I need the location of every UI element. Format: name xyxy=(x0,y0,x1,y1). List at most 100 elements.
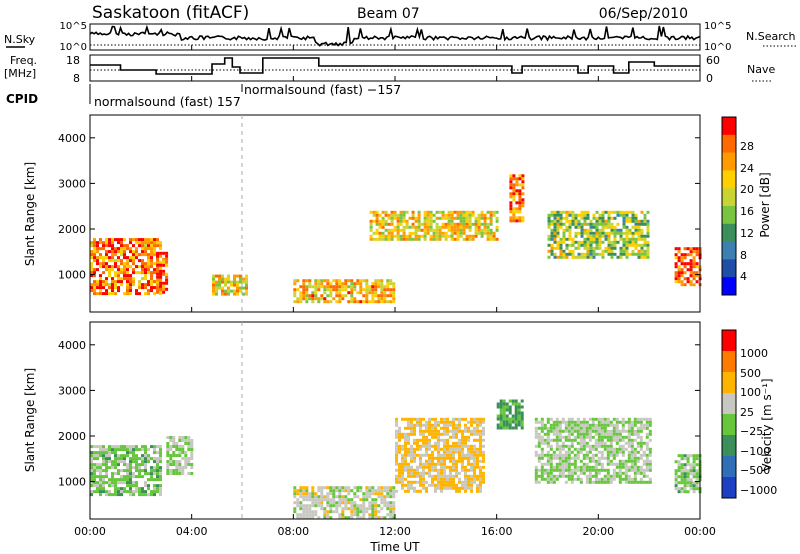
echo-cell xyxy=(398,471,401,475)
echo-cell xyxy=(111,493,114,497)
echo-cell xyxy=(512,177,516,181)
echo-cell xyxy=(386,501,390,505)
echo-cell xyxy=(347,486,351,490)
echo-cell xyxy=(613,243,617,247)
echo-cell xyxy=(686,478,690,482)
echo-cell xyxy=(221,274,224,278)
echo-cell xyxy=(558,468,562,472)
echo-cell xyxy=(242,292,245,296)
echo-cell xyxy=(619,249,623,253)
echo-cell xyxy=(517,405,521,409)
echo-cell xyxy=(353,495,357,499)
echo-cell xyxy=(384,222,388,226)
echo-cell xyxy=(452,453,455,457)
echo-cell xyxy=(389,486,393,490)
echo-cell xyxy=(576,417,580,421)
echo-cell xyxy=(585,432,589,436)
echo-cell xyxy=(517,408,521,412)
echo-cell xyxy=(579,444,583,448)
echo-cell xyxy=(683,262,687,266)
echo-cell xyxy=(90,445,93,449)
echo-cell xyxy=(344,489,348,493)
echo-cell xyxy=(561,456,565,460)
echo-cell xyxy=(630,450,634,454)
echo-cell xyxy=(435,216,439,220)
echo-cell xyxy=(434,489,437,493)
echo-cell xyxy=(561,459,565,463)
echo-cell xyxy=(123,478,126,482)
echo-cell xyxy=(368,300,372,304)
echo-cell xyxy=(692,247,696,251)
echo-cell xyxy=(416,465,419,469)
echo-cell xyxy=(579,423,583,427)
echo-cell xyxy=(588,477,592,481)
echo-cell xyxy=(550,222,554,226)
echo-cell xyxy=(443,483,446,487)
echo-cell xyxy=(453,231,457,235)
echo-cell xyxy=(159,269,163,273)
echo-cell xyxy=(93,484,96,488)
echo-cell xyxy=(561,468,565,472)
echo-cell xyxy=(141,271,144,275)
echo-cell xyxy=(597,423,601,427)
echo-cell xyxy=(550,210,554,214)
echo-cell xyxy=(384,237,388,241)
echo-cell xyxy=(156,490,159,494)
echo-cell xyxy=(640,231,644,235)
echo-cell xyxy=(465,219,469,223)
echo-cell xyxy=(102,241,105,245)
echo-cell xyxy=(105,466,108,470)
echo-cell xyxy=(138,283,141,287)
echo-cell xyxy=(577,246,581,250)
echo-cell xyxy=(90,481,93,485)
echo-cell xyxy=(637,249,641,253)
echo-cell xyxy=(375,222,379,226)
echo-cell xyxy=(302,492,306,496)
echo-cell xyxy=(552,426,556,430)
echo-cell xyxy=(181,469,185,472)
echo-cell xyxy=(126,463,129,467)
echo-cell xyxy=(518,207,522,211)
echo-cell xyxy=(224,292,227,296)
echo-cell xyxy=(573,468,577,472)
echo-cell xyxy=(144,457,147,461)
echo-cell xyxy=(562,222,566,226)
echo-cell xyxy=(413,459,416,463)
echo-cell xyxy=(640,219,644,223)
echo-cell xyxy=(534,453,538,457)
echo-cell xyxy=(353,510,357,514)
echo-cell xyxy=(335,507,339,511)
echo-cell xyxy=(695,463,699,467)
echo-cell xyxy=(450,222,454,226)
colorbar-swatch xyxy=(722,330,736,352)
echo-cell xyxy=(558,435,562,439)
echo-cell xyxy=(624,471,628,475)
echo-cell xyxy=(375,219,379,223)
echo-cell xyxy=(438,210,442,214)
echo-cell xyxy=(341,294,345,298)
echo-cell xyxy=(674,475,678,479)
echo-cell xyxy=(502,423,506,427)
echo-cell xyxy=(456,216,460,220)
echo-cell xyxy=(443,486,446,490)
echo-cell xyxy=(446,447,449,451)
echo-cell xyxy=(105,268,108,272)
echo-cell xyxy=(640,255,644,259)
echo-cell xyxy=(564,474,568,478)
echo-cell xyxy=(175,448,179,451)
echo-cell xyxy=(181,448,185,451)
echo-cell xyxy=(353,300,357,304)
echo-cell xyxy=(477,231,481,235)
echo-cell xyxy=(392,504,396,508)
echo-cell xyxy=(479,471,482,475)
echo-cell xyxy=(558,471,562,475)
echo-cell xyxy=(129,292,132,296)
echo-cell xyxy=(126,478,129,482)
echo-cell xyxy=(443,447,446,451)
echo-cell xyxy=(150,238,153,242)
echo-cell xyxy=(633,432,637,436)
echo-cell xyxy=(627,477,631,481)
colorbar-tick-label: 8 xyxy=(740,249,747,262)
echo-cell xyxy=(323,300,327,304)
echo-cell xyxy=(377,294,381,298)
